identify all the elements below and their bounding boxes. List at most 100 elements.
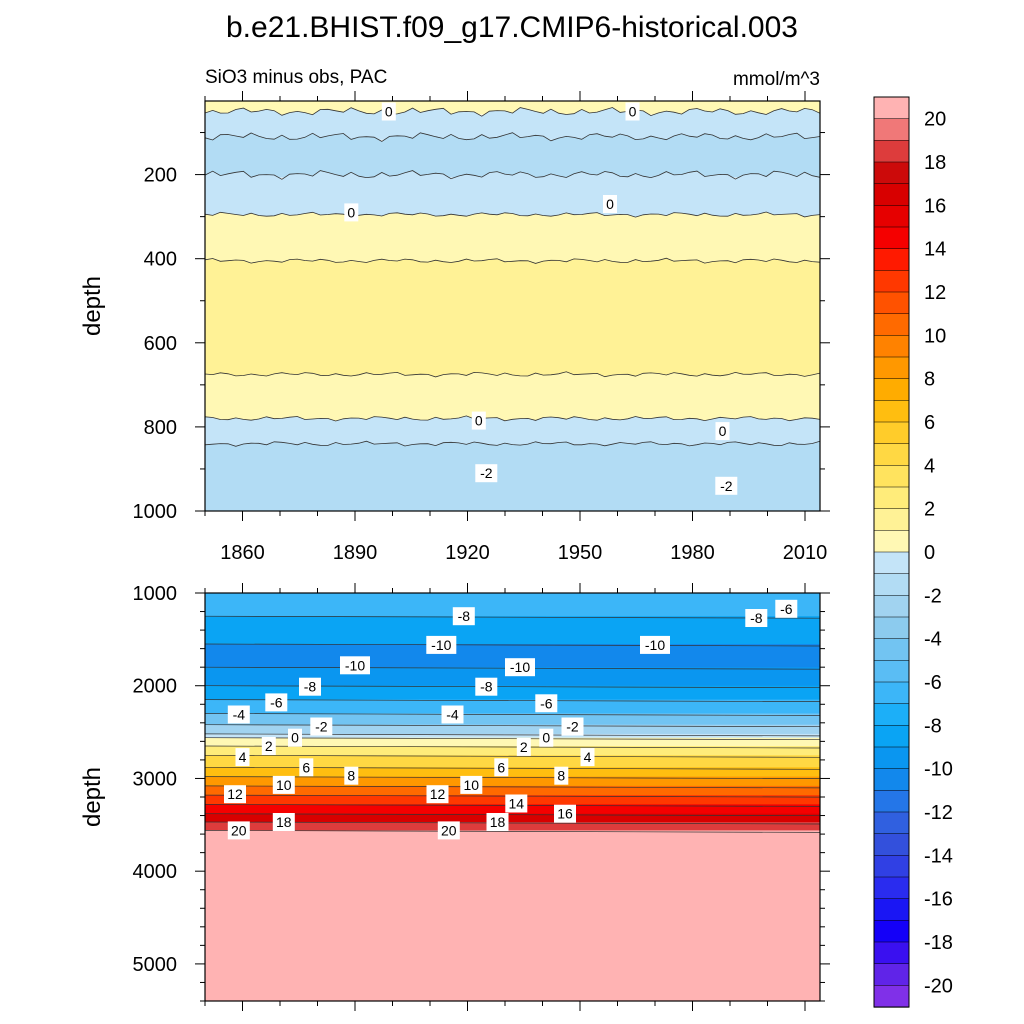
figure-title: b.e21.BHIST.f09_g17.CMIP6-historical.003 (226, 11, 798, 44)
colorbar-label: -6 (924, 672, 942, 694)
svg-text:-6: -6 (780, 601, 793, 617)
data-band (205, 785, 820, 796)
contour-label: 10 (460, 775, 483, 794)
svg-text:-4: -4 (233, 707, 246, 723)
svg-text:18: 18 (490, 814, 506, 830)
x-tick-label: 1920 (445, 542, 490, 564)
contour-label: -4 (441, 705, 464, 724)
colorbar-swatch (873, 356, 910, 380)
data-band (205, 258, 820, 378)
contour-line (205, 371, 820, 378)
svg-text:-6: -6 (270, 694, 283, 710)
contour-line (205, 440, 820, 447)
data-band (205, 212, 820, 264)
y-tick-label: 4000 (133, 861, 178, 883)
y-tick-label: 800 (144, 417, 177, 439)
contour-label: 0 (288, 728, 302, 747)
contour-label: 4 (235, 748, 250, 767)
contour-label: 0 (715, 422, 730, 441)
svg-text:0: 0 (475, 413, 483, 429)
contour-label: 6 (299, 758, 314, 777)
contour-line (205, 699, 820, 702)
colorbar-swatch (873, 96, 910, 120)
contour-label: -8 (745, 609, 768, 627)
contour-line (205, 821, 820, 825)
colorbar-swatch (873, 551, 910, 575)
colorbar-swatch (873, 876, 910, 900)
colorbar-label: -10 (924, 759, 953, 781)
colorbar-swatch (873, 140, 910, 163)
contour-label: -6 (265, 693, 288, 712)
data-band (205, 733, 820, 739)
contour-label: 0 (471, 411, 486, 430)
data-band (205, 813, 820, 823)
x-tick-label: 1950 (558, 542, 603, 564)
svg-text:4: 4 (584, 749, 592, 765)
colorbar-swatch (873, 118, 910, 141)
colorbar-swatch (873, 790, 910, 813)
colorbar-swatch (873, 443, 910, 466)
colorbar-label: 18 (924, 152, 946, 174)
contour-line (205, 107, 820, 117)
y-tick-label: 2000 (133, 676, 178, 698)
contour-label: -2 (310, 717, 333, 736)
colorbar-label: -4 (924, 629, 942, 651)
svg-text:-2: -2 (315, 719, 328, 735)
svg-text:-2: -2 (566, 719, 579, 735)
contour-label: 8 (554, 766, 569, 785)
y-tick-label: 600 (144, 333, 177, 355)
contour-label: 0 (625, 102, 640, 121)
colorbar-swatch (873, 508, 910, 531)
colorbar-swatch (873, 595, 910, 618)
y-axis-label: depth (79, 767, 106, 827)
data-band (205, 746, 820, 757)
x-tick-label: 1860 (220, 542, 265, 564)
colorbar: 20181614121086420-2-4-6-8-10-12-14-16-18… (873, 96, 953, 1008)
contour-label: -8 (475, 677, 498, 696)
y-tick-label: 400 (144, 249, 177, 271)
svg-text:-8: -8 (458, 608, 471, 624)
colorbar-swatch (873, 400, 910, 423)
data-band (205, 713, 820, 726)
colorbar-swatch (873, 811, 910, 835)
data-band (205, 822, 820, 832)
contour-label: -10 (340, 656, 370, 675)
svg-text:-10: -10 (431, 637, 451, 653)
colorbar-swatch (873, 486, 910, 510)
svg-text:0: 0 (719, 423, 727, 439)
contour-label: 18 (486, 813, 509, 831)
svg-text:18: 18 (276, 814, 292, 830)
svg-text:-6: -6 (540, 695, 553, 711)
svg-text:0: 0 (606, 196, 614, 212)
svg-text:0: 0 (629, 104, 637, 120)
upper-panel: 0 0 0 0 0 0 -2 -2 200 400 600 800 1000 1860 1890 1920 19… (79, 91, 830, 564)
colorbar-swatch (873, 421, 910, 445)
x-tick-label: 1980 (670, 542, 715, 564)
contour-line (205, 830, 820, 833)
data-band (205, 441, 820, 511)
colorbar-label: 8 (924, 369, 935, 391)
data-band (205, 755, 820, 769)
svg-text:-8: -8 (750, 610, 763, 626)
x-tick-label: 2010 (783, 542, 828, 564)
contour-line (205, 813, 820, 817)
x-tick-label: 1890 (333, 542, 378, 564)
contour-line (205, 745, 820, 749)
colorbar-label: 2 (924, 499, 935, 521)
colorbar-swatch (873, 985, 910, 1008)
contour-line (205, 211, 820, 218)
contour-label: 2 (261, 737, 276, 755)
svg-text:20: 20 (231, 822, 247, 838)
svg-text:6: 6 (497, 759, 505, 775)
svg-text:-4: -4 (446, 707, 459, 723)
data-band (205, 737, 820, 747)
contour-label: 4 (580, 748, 595, 767)
contour-line (205, 754, 820, 758)
contour-line (205, 615, 820, 619)
contour-label: 20 (437, 821, 460, 840)
colorbar-label: -14 (924, 845, 953, 867)
contour-label: 6 (494, 758, 509, 777)
svg-text:0: 0 (347, 204, 355, 220)
colorbar-label: -18 (924, 932, 953, 954)
